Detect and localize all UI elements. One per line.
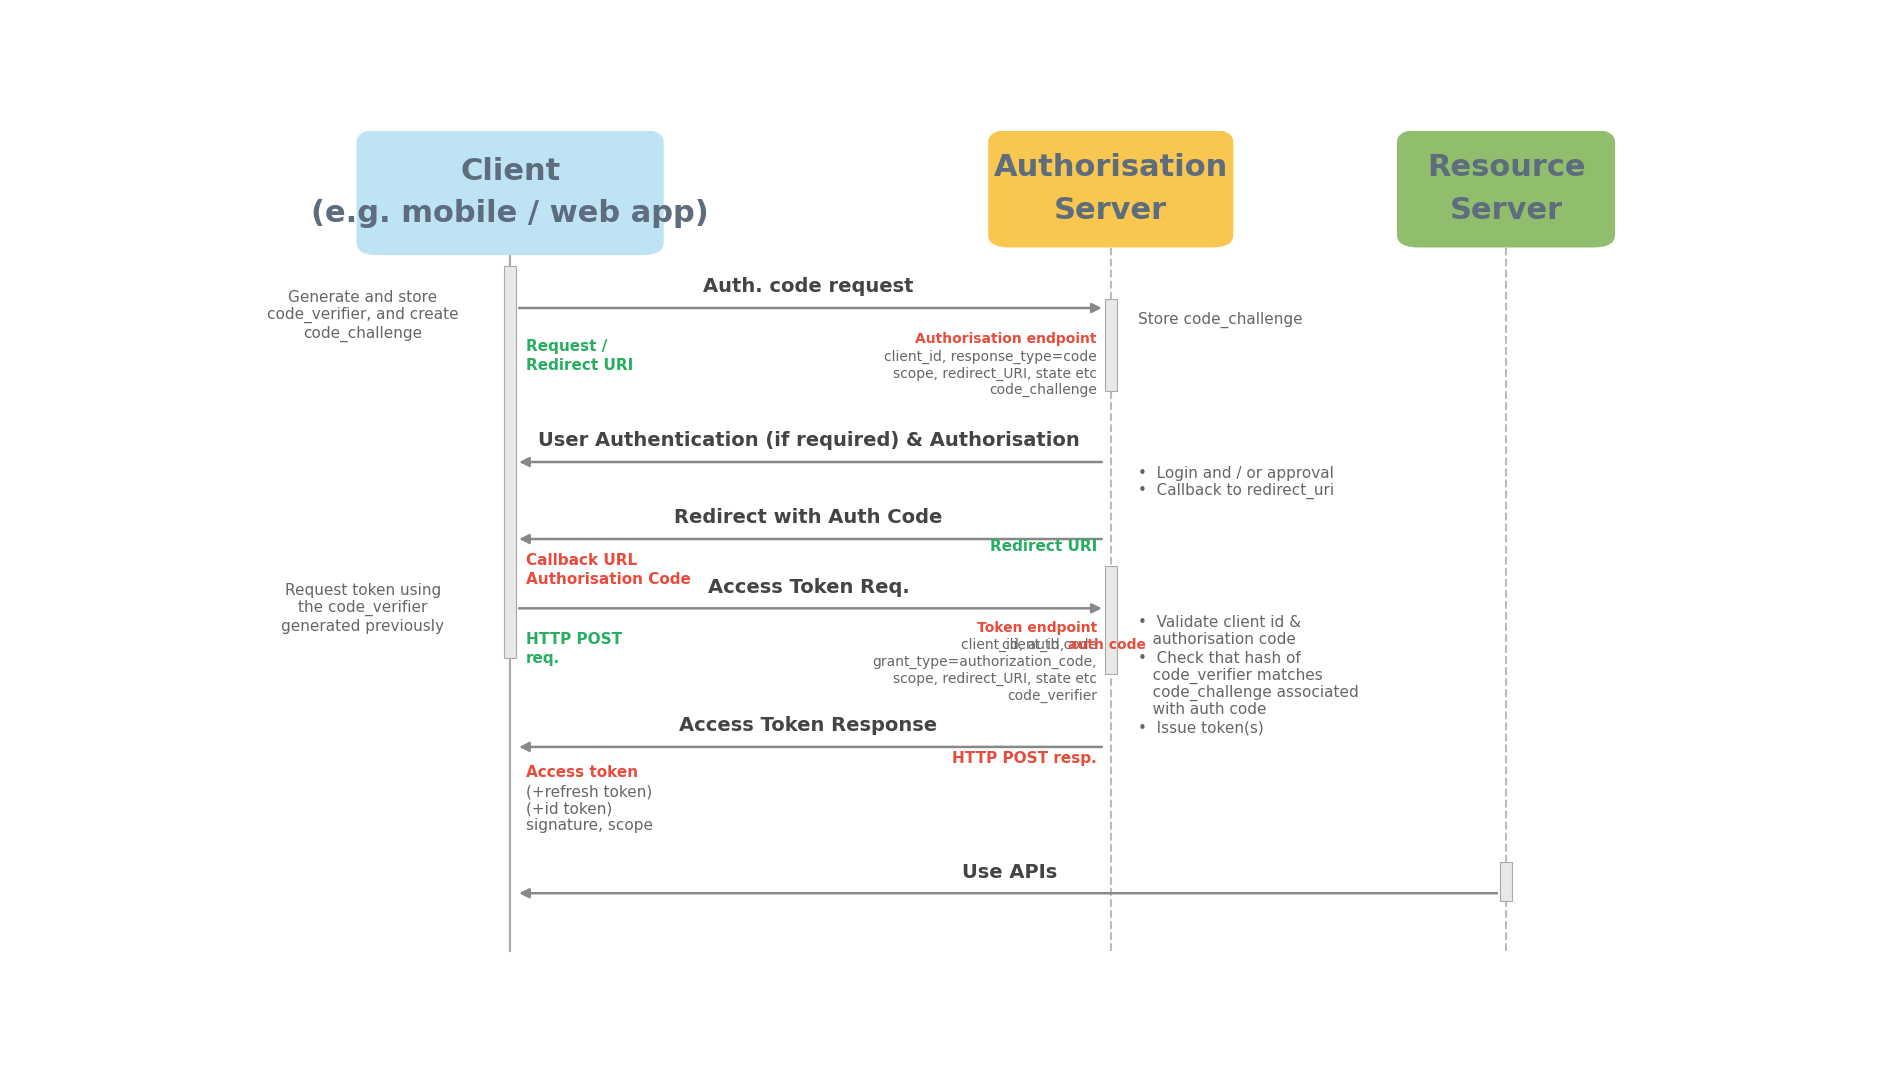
Text: Callback URL: Callback URL bbox=[526, 553, 637, 568]
Text: client_id, auth code: client_id, auth code bbox=[961, 638, 1096, 652]
Text: User Authentication (if required) & Authorisation: User Authentication (if required) & Auth… bbox=[538, 431, 1079, 451]
Text: Redirect with Auth Code: Redirect with Auth Code bbox=[675, 508, 942, 527]
Text: Auth. code request: Auth. code request bbox=[703, 277, 914, 297]
Text: code_verifier matches: code_verifier matches bbox=[1137, 668, 1324, 684]
Text: •  Login and / or approval: • Login and / or approval bbox=[1137, 466, 1333, 481]
Text: grant_type=authorization_code,: grant_type=authorization_code, bbox=[872, 656, 1096, 669]
Text: req.: req. bbox=[526, 651, 560, 666]
Text: code_verifier: code_verifier bbox=[1008, 690, 1096, 704]
Text: Access Token Response: Access Token Response bbox=[679, 717, 938, 735]
Text: Use APIs: Use APIs bbox=[963, 863, 1058, 882]
FancyBboxPatch shape bbox=[357, 130, 664, 255]
Text: Request /: Request / bbox=[526, 339, 607, 353]
Text: scope, redirect_URI, state etc: scope, redirect_URI, state etc bbox=[893, 672, 1096, 686]
Text: with auth code: with auth code bbox=[1137, 703, 1267, 718]
Text: Client
(e.g. mobile / web app): Client (e.g. mobile / web app) bbox=[312, 157, 709, 228]
Text: Token endpoint: Token endpoint bbox=[976, 621, 1096, 635]
Bar bbox=[504, 266, 517, 658]
Text: HTTP POST resp.: HTTP POST resp. bbox=[951, 751, 1096, 766]
Text: Access token: Access token bbox=[526, 765, 637, 780]
Text: code_challenge associated: code_challenge associated bbox=[1137, 685, 1359, 702]
FancyBboxPatch shape bbox=[989, 130, 1233, 248]
Bar bbox=[1500, 862, 1512, 901]
Text: code_challenge: code_challenge bbox=[989, 383, 1096, 397]
Text: signature, scope: signature, scope bbox=[526, 818, 652, 832]
Text: Authorisation
Server: Authorisation Server bbox=[995, 153, 1228, 225]
Text: authorisation code: authorisation code bbox=[1137, 632, 1295, 647]
Bar bbox=[1105, 299, 1117, 392]
Text: Generate and store
code_verifier, and create
code_challenge: Generate and store code_verifier, and cr… bbox=[267, 289, 459, 341]
Bar bbox=[1105, 566, 1117, 674]
FancyBboxPatch shape bbox=[1397, 130, 1615, 248]
Text: •  Validate client id &: • Validate client id & bbox=[1137, 614, 1301, 630]
Text: auth code: auth code bbox=[1068, 638, 1147, 652]
Text: Authorisation endpoint: Authorisation endpoint bbox=[916, 332, 1096, 346]
Text: scope, redirect_URI, state etc: scope, redirect_URI, state etc bbox=[893, 367, 1096, 381]
Text: HTTP POST: HTTP POST bbox=[526, 632, 622, 647]
Text: Store code_challenge: Store code_challenge bbox=[1137, 311, 1303, 327]
Text: Authorisation Code: Authorisation Code bbox=[526, 572, 690, 587]
Text: client_id, response_type=code: client_id, response_type=code bbox=[884, 349, 1096, 363]
Text: Redirect URI: Redirect URI bbox=[989, 539, 1096, 554]
Text: (+id token): (+id token) bbox=[526, 801, 611, 816]
Text: Resource
Server: Resource Server bbox=[1427, 153, 1585, 225]
Text: •  Check that hash of: • Check that hash of bbox=[1137, 651, 1301, 666]
Text: client_id,: client_id, bbox=[1002, 638, 1068, 652]
Text: •  Issue token(s): • Issue token(s) bbox=[1137, 720, 1263, 735]
Text: •  Callback to redirect_uri: • Callback to redirect_uri bbox=[1137, 483, 1335, 500]
Text: (+refresh token): (+refresh token) bbox=[526, 784, 652, 799]
Text: Redirect URI: Redirect URI bbox=[526, 358, 634, 373]
Text: Access Token Req.: Access Token Req. bbox=[707, 578, 910, 597]
Text: Request token using
the code_verifier
generated previously: Request token using the code_verifier ge… bbox=[282, 583, 444, 634]
